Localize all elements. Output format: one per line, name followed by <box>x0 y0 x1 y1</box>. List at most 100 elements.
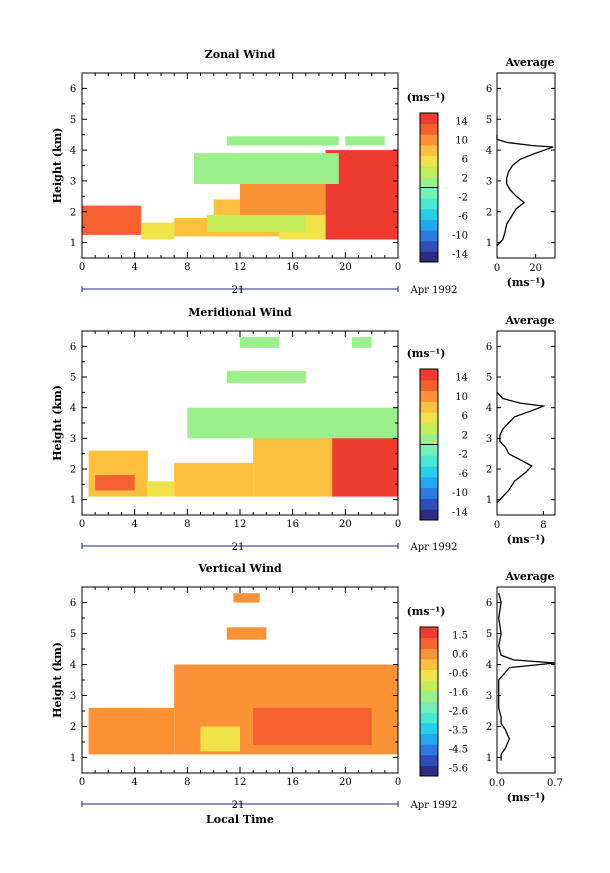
y-tick-label: 1 <box>70 753 76 764</box>
colorbar-unit: (ms⁻¹) <box>407 91 446 104</box>
avg-x-tick-label: 20 <box>529 263 542 274</box>
heatmap-cell <box>332 429 398 497</box>
colorbar-segment <box>420 754 438 766</box>
colorbar-segment <box>420 422 438 435</box>
avg-x-tick-label: 0.0 <box>489 778 505 789</box>
y-tick-label: 4 <box>70 146 76 157</box>
x-tick-label: 0 <box>79 519 85 530</box>
avg-y-tick-label: 1 <box>486 753 492 764</box>
heatmap-cell <box>351 337 372 348</box>
colorbar: 14 10 6 2 -2 -6 -10 -14 (ms⁻¹) <box>407 91 468 263</box>
day-label: 21 <box>232 800 245 811</box>
y-axis-label: Height (km) <box>51 128 64 204</box>
y-axis-label: Height (km) <box>51 385 64 461</box>
colorbar-segment <box>420 701 438 713</box>
colorbar-segment <box>420 412 438 424</box>
avg-x-tick-label: 0 <box>494 263 500 274</box>
avg-unit: (ms⁻¹) <box>507 533 546 546</box>
avg-profile-line <box>498 593 556 761</box>
avg-y-tick-label: 4 <box>486 146 492 157</box>
date-label: Apr 1992 <box>409 542 457 553</box>
colorbar: 14 10 6 2 -2 -6 -10 -14 (ms⁻¹) <box>407 347 468 521</box>
avg-title: Average <box>504 314 554 327</box>
avg-unit: (ms⁻¹) <box>507 276 546 289</box>
colorbar-segment <box>420 637 438 649</box>
colorbar-segment <box>420 680 438 692</box>
x-tick-label: 0 <box>395 262 401 273</box>
panel-title: Vertical Wind <box>197 562 282 575</box>
colorbar-tick-label: 6 <box>462 411 468 422</box>
date-label: Apr 1992 <box>409 285 457 296</box>
heatmap-cell <box>95 475 135 491</box>
x-tick-label: 0 <box>395 777 401 788</box>
colorbar-segment <box>420 648 438 660</box>
heatmap-cell <box>345 136 385 146</box>
avg-y-tick-label: 3 <box>486 691 492 702</box>
x-tick-label: 20 <box>339 262 352 273</box>
x-tick-label: 20 <box>339 777 352 788</box>
y-tick-label: 5 <box>70 629 76 640</box>
x-tick-label: 16 <box>286 777 299 788</box>
colorbar-segment <box>420 733 438 745</box>
colorbar-segment <box>420 251 438 263</box>
x-tick-label: 4 <box>131 519 137 530</box>
y-tick-label: 1 <box>70 495 76 506</box>
y-tick-label: 3 <box>70 434 76 445</box>
avg-unit: (ms⁻¹) <box>507 791 546 804</box>
colorbar-segment <box>420 690 438 702</box>
panel-title: Meridional Wind <box>188 306 292 319</box>
colorbar-segment <box>420 455 438 467</box>
heatmap-cell <box>88 707 175 755</box>
y-tick-label: 6 <box>70 342 76 353</box>
heatmap-regions <box>88 337 398 497</box>
colorbar-tick-label: 2 <box>462 430 468 441</box>
colorbar-segment <box>420 144 438 157</box>
colorbar-tick-label: -14 <box>452 250 468 261</box>
colorbar-tick-label: -14 <box>452 508 468 519</box>
avg-title: Average <box>504 56 554 69</box>
x-tick-label: 8 <box>184 777 190 788</box>
colorbar-segment <box>420 230 438 242</box>
heatmap-cell <box>207 214 306 232</box>
y-tick-label: 2 <box>70 207 76 218</box>
avg-frame <box>496 586 556 774</box>
avg-profile-line <box>496 134 554 247</box>
colorbar-segment <box>420 240 438 252</box>
colorbar: 1.5 0.6 -0.6 -1.6 -2.6 -3.5 -4.5 -5.6 (ms⁻¹) <box>407 605 468 777</box>
colorbar-frame <box>419 626 439 777</box>
colorbar-segment <box>420 476 438 489</box>
heatmap-cell <box>253 707 372 746</box>
avg-y-tick-label: 5 <box>486 373 492 384</box>
colorbar-segment <box>420 658 438 671</box>
y-tick-label: 6 <box>70 84 76 95</box>
heatmap-cell <box>240 184 326 215</box>
x-tick-label: 12 <box>234 519 247 530</box>
x-tick-label: 12 <box>234 262 247 273</box>
heatmap-cell <box>174 217 214 237</box>
heatmap-cell <box>226 136 339 146</box>
avg-y-tick-label: 5 <box>486 115 492 126</box>
avg-y-tick-label: 1 <box>486 495 492 506</box>
colorbar-tick-label: 10 <box>455 136 468 147</box>
colorbar-tick-label: -6 <box>458 469 468 480</box>
heatmap-regions <box>88 593 398 755</box>
colorbar-segment <box>420 744 438 756</box>
heatmap-regions <box>82 136 398 240</box>
colorbar-segment <box>420 433 438 445</box>
colorbar-segment <box>420 466 438 478</box>
colorbar-segment <box>420 134 438 146</box>
colorbar-segment <box>420 176 438 188</box>
avg-y-tick-label: 2 <box>486 465 492 476</box>
colorbar-segment <box>420 509 438 521</box>
colorbar-segment <box>420 219 438 231</box>
y-tick-label: 3 <box>70 176 76 187</box>
colorbar-segment <box>420 390 438 402</box>
colorbar-unit: (ms⁻¹) <box>407 605 446 618</box>
day-label: 21 <box>232 542 245 553</box>
y-tick-label: 4 <box>70 403 76 414</box>
x-tick-label: 0 <box>79 777 85 788</box>
x-tick-label: 0 <box>395 519 401 530</box>
